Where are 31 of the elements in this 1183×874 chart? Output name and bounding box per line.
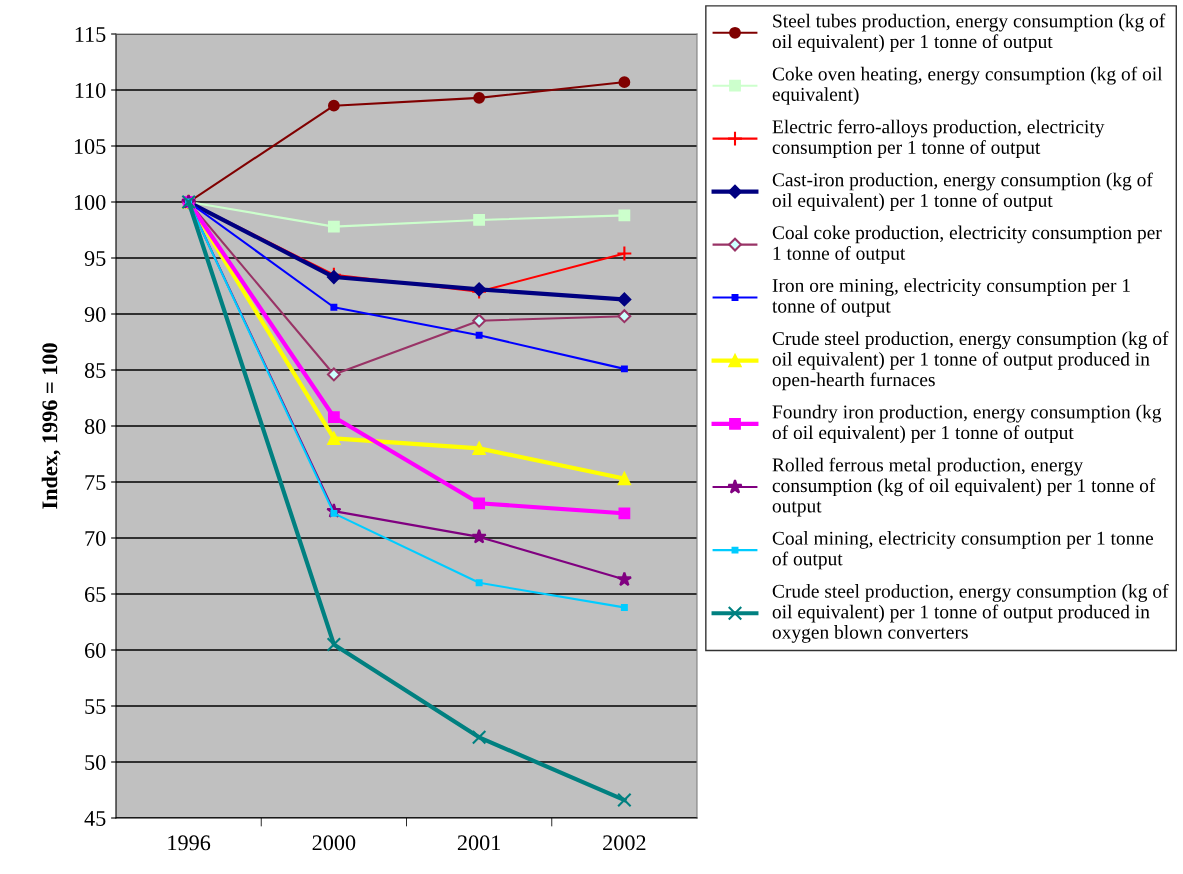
y-tick-label: 95 — [84, 250, 106, 266]
legend-label: Electric ferro-alloys production, electricity consumption per 1 tonne of output — [772, 119, 1105, 158]
legend-label: Coal coke production, electricity consumption per 1 tonne of output — [772, 225, 1162, 264]
x-tick-label: 1996 — [168, 835, 211, 851]
x-tick-label: 2002 — [603, 835, 646, 851]
y-tick-label: 60 — [85, 642, 106, 658]
legend-label: Rolled ferrous metal production, energy consumption (kg of oil equivalent) per 1 tonne of output — [772, 457, 1156, 517]
x-tick-label: 2000 — [312, 835, 356, 851]
y-tick-label: 65 — [85, 586, 106, 602]
y-tick-label: 50 — [85, 754, 106, 770]
y-tick-label: 85 — [84, 362, 106, 378]
y-tick-label: 105 — [74, 138, 106, 154]
y-tick-label: 80 — [84, 418, 106, 434]
y-tick-label: 70 — [85, 530, 106, 546]
x-tick-label: 2001 — [457, 835, 501, 851]
y-tick-label: 115 — [75, 27, 106, 42]
y-tick-label: 55 — [85, 699, 106, 714]
y-tick-label: 90 — [84, 306, 106, 322]
y-tick-label: 75 — [85, 475, 106, 490]
legend-label: Steel tubes production, energy consumption (kg of oil equivalent) per 1 tonne of output — [772, 13, 1166, 53]
y-tick-label: 100 — [74, 194, 106, 210]
legend-label: Foundry iron production, energy consumption (kg of oil equivalent) per 1 tonne of output — [772, 404, 1162, 444]
legend-label: Crude steel production, energy consumption (kg of oil equivalent) per 1 tonne of output produced in open-hearth furnaces — [772, 331, 1169, 391]
legend-label: Coke oven heating, energy consumption (kg of oil equivalent) — [772, 66, 1163, 105]
legend-label: Crude steel production, energy consumption (kg of oil equivalent) per 1 tonne of output produced in oxygen blown converters — [772, 583, 1169, 643]
legend-label: Coal mining, electricity consumption per 1 tonne of output — [772, 531, 1154, 570]
legend-label: Iron ore mining, electricity consumption per 1 tonne of output — [772, 278, 1130, 317]
y-tick-label: 110 — [75, 82, 106, 98]
y-tick-label: 45 — [84, 811, 106, 826]
y-axis-title: Index, 1996 = 100 — [41, 343, 61, 509]
legend-label: Cast-iron production, energy consumption (kg of oil equivalent) per 1 tonne of output — [772, 172, 1153, 211]
